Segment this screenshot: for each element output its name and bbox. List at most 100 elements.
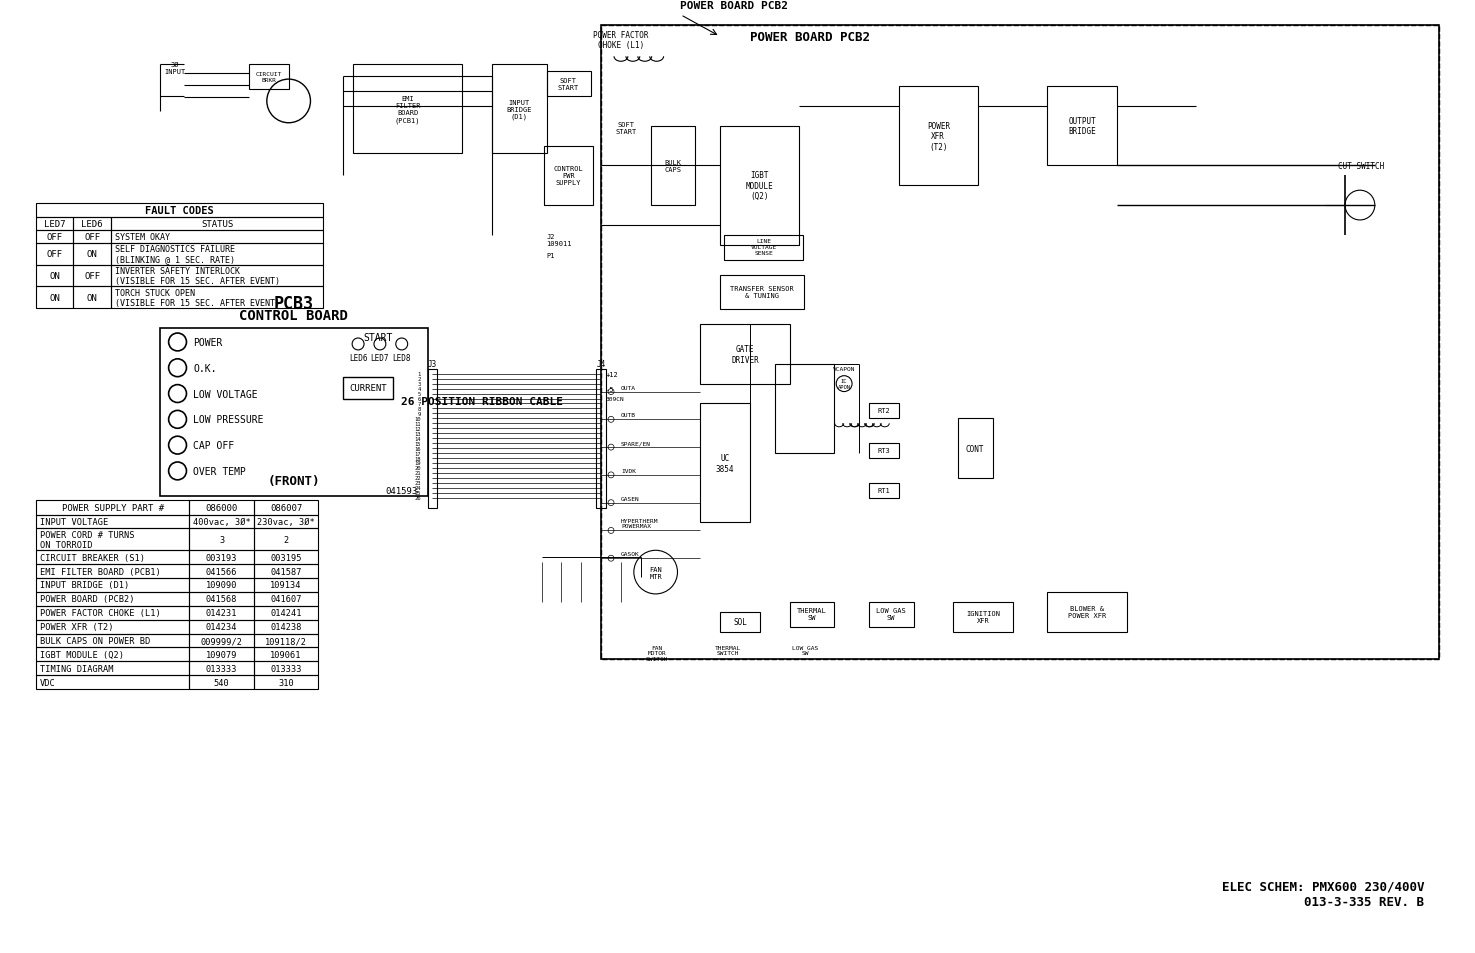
Bar xyxy=(254,634,319,648)
Text: GATE
DRIVER: GATE DRIVER xyxy=(732,345,758,364)
Text: IC
APON: IC APON xyxy=(838,379,851,390)
Text: +12: +12 xyxy=(606,372,619,377)
Bar xyxy=(254,551,319,564)
Text: BULK CAPS ON POWER BD: BULK CAPS ON POWER BD xyxy=(40,637,150,645)
Bar xyxy=(74,217,111,231)
Text: 014234: 014234 xyxy=(207,622,237,632)
Bar xyxy=(74,244,111,265)
Circle shape xyxy=(395,338,407,351)
Text: J2
109011: J2 109011 xyxy=(547,233,572,247)
Text: 16: 16 xyxy=(414,446,420,451)
Text: 230vac, 3Ø*: 230vac, 3Ø* xyxy=(257,517,316,526)
Circle shape xyxy=(168,359,186,377)
Bar xyxy=(602,26,1440,659)
Circle shape xyxy=(608,556,614,561)
Bar xyxy=(869,602,913,627)
Circle shape xyxy=(353,338,364,351)
Bar xyxy=(254,606,319,620)
Text: INPUT VOLTAGE: INPUT VOLTAGE xyxy=(40,517,108,526)
Text: CURRENT: CURRENT xyxy=(350,384,386,393)
Bar xyxy=(35,648,189,661)
Bar xyxy=(493,65,547,154)
Text: POWER BOARD (PCB2): POWER BOARD (PCB2) xyxy=(40,595,134,604)
Bar xyxy=(774,364,835,454)
Bar xyxy=(869,483,898,498)
Bar xyxy=(35,265,74,287)
Circle shape xyxy=(168,385,186,403)
Circle shape xyxy=(608,528,614,534)
Text: FAULT CODES: FAULT CODES xyxy=(145,206,214,215)
Text: OFF: OFF xyxy=(84,233,100,241)
Text: POWER FACTOR
CHOKE (L1): POWER FACTOR CHOKE (L1) xyxy=(593,30,649,50)
Text: SOFT
START: SOFT START xyxy=(615,122,637,134)
Bar xyxy=(35,529,189,551)
Bar xyxy=(35,287,74,309)
Text: INPUT
BRIDGE
(D1): INPUT BRIDGE (D1) xyxy=(506,99,531,120)
Circle shape xyxy=(375,338,386,351)
Bar xyxy=(111,217,323,231)
Bar xyxy=(74,265,111,287)
Bar xyxy=(254,661,319,676)
Text: POWER BOARD PCB2: POWER BOARD PCB2 xyxy=(680,1,789,10)
Bar xyxy=(724,235,804,260)
Bar xyxy=(602,26,1440,659)
Text: IGBT
MODULE
(Q2): IGBT MODULE (Q2) xyxy=(746,172,774,201)
Text: 109090: 109090 xyxy=(207,581,237,590)
Text: POWER FACTOR CHOKE (L1): POWER FACTOR CHOKE (L1) xyxy=(40,609,161,618)
Bar xyxy=(35,204,323,217)
Bar xyxy=(74,231,111,244)
Bar xyxy=(35,578,189,593)
Bar xyxy=(720,275,804,310)
Bar xyxy=(650,127,695,206)
Text: UC
3854: UC 3854 xyxy=(715,454,735,474)
Text: PCB3: PCB3 xyxy=(273,295,314,313)
Bar xyxy=(596,370,606,508)
Text: POWER BOARD PCB2: POWER BOARD PCB2 xyxy=(749,30,870,44)
Text: OVER TEMP: OVER TEMP xyxy=(193,466,246,476)
Bar xyxy=(547,72,591,97)
Text: 109134: 109134 xyxy=(270,581,302,590)
Text: VCAPON: VCAPON xyxy=(833,367,855,372)
Text: BULK
CAPS: BULK CAPS xyxy=(664,160,681,172)
Bar xyxy=(189,578,254,593)
Text: OFF: OFF xyxy=(84,272,100,281)
Bar xyxy=(720,612,760,632)
Text: GASOK: GASOK xyxy=(621,552,640,557)
Text: 3Ø
INPUT: 3Ø INPUT xyxy=(164,62,186,75)
Text: SOL: SOL xyxy=(733,618,746,626)
Bar xyxy=(189,634,254,648)
Text: 013333: 013333 xyxy=(270,664,302,673)
Text: ON: ON xyxy=(87,294,97,302)
Bar xyxy=(35,500,189,515)
Text: 041607: 041607 xyxy=(270,595,302,604)
Bar xyxy=(898,87,978,186)
Text: BLOWER &
POWER XFR: BLOWER & POWER XFR xyxy=(1068,606,1106,618)
Text: CAP OFF: CAP OFF xyxy=(193,440,235,451)
Text: 15: 15 xyxy=(414,441,420,446)
Text: 20: 20 xyxy=(414,466,420,471)
Text: 3: 3 xyxy=(417,382,420,387)
Bar xyxy=(111,244,323,265)
Bar xyxy=(544,147,593,206)
Text: IVDK: IVDK xyxy=(621,469,636,474)
Text: THERMAL
SWITCH: THERMAL SWITCH xyxy=(715,645,742,656)
Bar xyxy=(254,620,319,634)
Text: 26 POSITION RIBBON CABLE: 26 POSITION RIBBON CABLE xyxy=(401,397,563,407)
Bar xyxy=(701,325,789,384)
Bar xyxy=(1047,593,1127,632)
Text: 22: 22 xyxy=(414,476,420,481)
Text: POWER
XFR
(T2): POWER XFR (T2) xyxy=(926,122,950,152)
Text: 109118/2: 109118/2 xyxy=(266,637,307,645)
Circle shape xyxy=(608,473,614,478)
Text: 2: 2 xyxy=(283,536,289,544)
Text: 5: 5 xyxy=(417,392,420,396)
Bar xyxy=(254,676,319,689)
Bar xyxy=(869,444,898,458)
Text: 6: 6 xyxy=(417,396,420,401)
Bar xyxy=(189,648,254,661)
Text: START: START xyxy=(363,333,392,343)
Text: 13: 13 xyxy=(414,432,420,436)
Text: LED6: LED6 xyxy=(81,220,103,229)
Circle shape xyxy=(168,334,186,352)
Bar xyxy=(254,648,319,661)
